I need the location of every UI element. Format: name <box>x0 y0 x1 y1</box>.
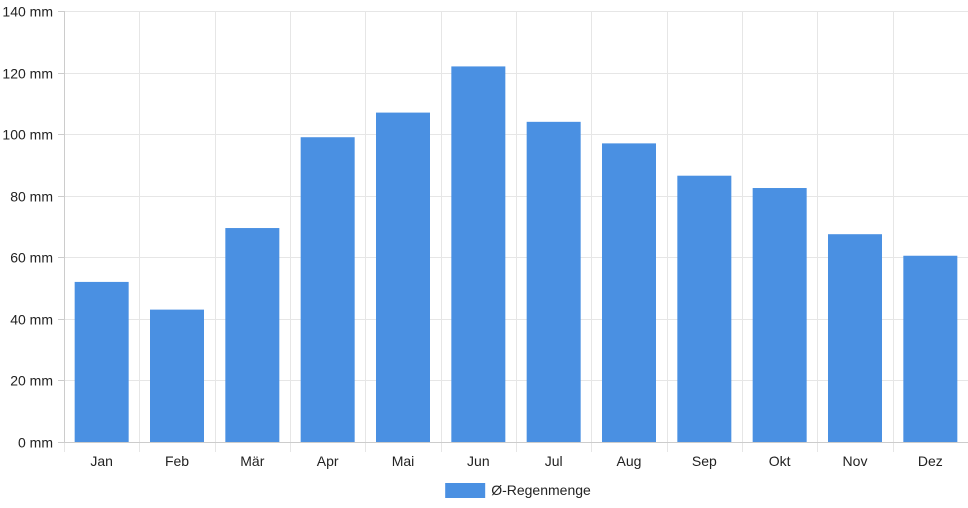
bar-mai[interactable] <box>376 112 430 442</box>
x-tick-label: Mai <box>392 453 415 469</box>
y-tick-label: 40 mm <box>10 312 53 328</box>
y-tick-label: 80 mm <box>10 189 53 205</box>
x-tick-label: Sep <box>692 453 717 469</box>
bar-dez[interactable] <box>903 255 958 442</box>
legend-label[interactable]: Ø-Regenmenge <box>491 482 591 498</box>
x-tick-label: Okt <box>769 453 791 469</box>
bar-sep[interactable] <box>677 175 732 443</box>
y-tick-label: 0 mm <box>18 435 53 451</box>
bar-aug[interactable] <box>602 143 656 442</box>
x-tick-label: Apr <box>317 453 339 469</box>
x-tick-label: Jan <box>90 453 113 469</box>
bar-jun[interactable] <box>451 66 506 443</box>
axis-layer: 0 mm 20 mm 40 mm 60 mm 80 mm 100 mm 120 mm 140 … <box>2 4 968 469</box>
x-tick-label: Jun <box>467 453 490 469</box>
y-tick-label: 20 mm <box>10 373 53 389</box>
x-tick-label: Dez <box>918 453 943 469</box>
y-tick-label: 140 mm <box>2 4 53 20</box>
bar-okt[interactable] <box>752 188 807 442</box>
bar-apr[interactable] <box>300 137 355 442</box>
bar-nov[interactable] <box>828 234 882 442</box>
x-tick-label: Feb <box>165 453 189 469</box>
grid-layer <box>64 11 968 452</box>
bar-layer <box>74 66 958 443</box>
bar-jan[interactable] <box>74 281 129 442</box>
bar-mär[interactable] <box>225 228 280 442</box>
x-tick-label: Nov <box>843 453 868 469</box>
y-tick-label: 120 mm <box>2 66 53 82</box>
legend[interactable]: Ø-Regenmenge <box>445 482 591 498</box>
bar-jul[interactable] <box>526 121 581 442</box>
x-tick-label: Mär <box>240 453 264 469</box>
x-tick-label: Aug <box>617 453 642 469</box>
x-tick-label: Jul <box>545 453 563 469</box>
legend-swatch[interactable] <box>445 483 486 498</box>
y-tick-label: 60 mm <box>10 250 53 266</box>
y-tick-label: 100 mm <box>2 127 53 143</box>
bar-feb[interactable] <box>150 309 204 442</box>
